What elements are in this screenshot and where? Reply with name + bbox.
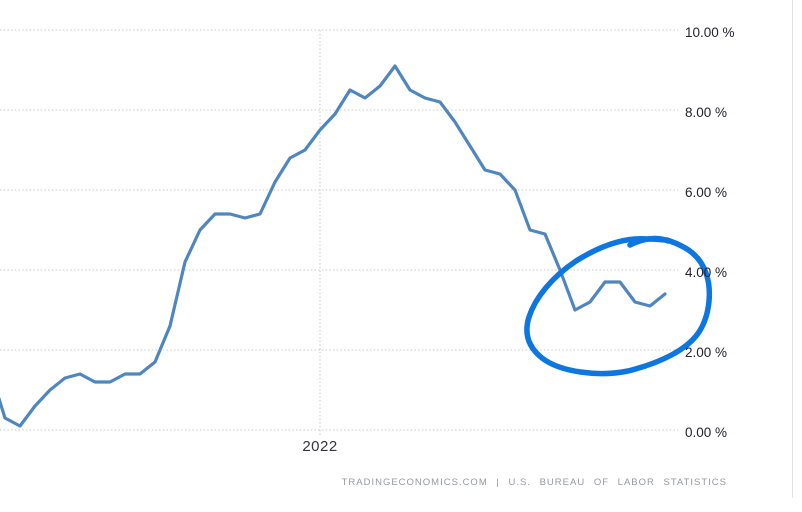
x-axis-tick-label-2022: 2022 <box>302 438 338 455</box>
attribution-link[interactable]: TRADINGECONOMICS.COM | U.S. BUREAU OF LA… <box>341 477 727 488</box>
y-axis-tick-label: 0.00 % <box>685 425 728 440</box>
y-axis-tick-label: 8.00 % <box>685 105 728 120</box>
inflation-line <box>0 64 667 428</box>
y-axis-tick-label: 6.00 % <box>685 185 728 200</box>
y-axis-tick-label: 4.00 % <box>685 265 728 280</box>
y-axis-tick-label: 10.00 % <box>685 25 735 40</box>
hand-drawn-circle-annotation <box>627 235 671 248</box>
page-right-border <box>792 0 793 498</box>
hand-drawn-circle-annotation <box>524 235 713 377</box>
y-axis-tick-label: 2.00 % <box>685 345 728 360</box>
